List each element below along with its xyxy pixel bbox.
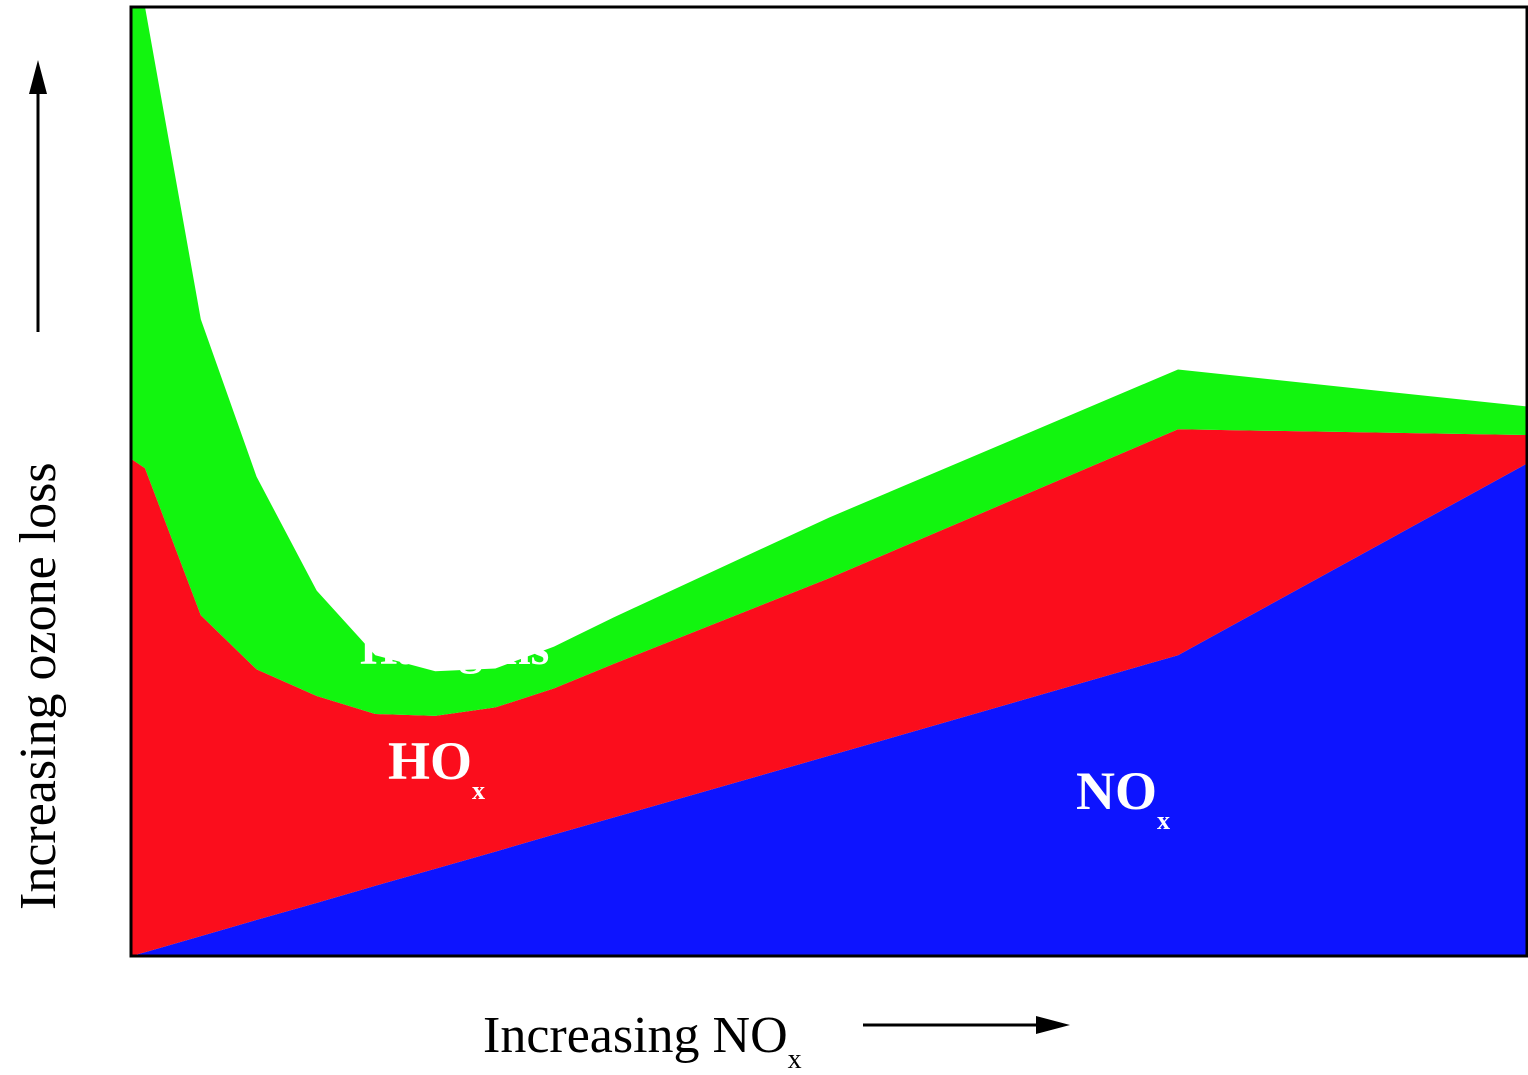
area-nox: [131, 463, 1527, 956]
plot-frame: [129, 5, 1528, 958]
area-halogens: [131, 7, 1527, 716]
series-label-nox: NOx: [1076, 761, 1170, 835]
area-hox: [131, 429, 1527, 956]
y-axis-label: Increasing ozone loss: [10, 462, 67, 910]
stacked-areas: [131, 7, 1527, 956]
y-axis-arrow: [29, 60, 47, 332]
x-axis-label: Increasing NOx: [483, 1007, 802, 1075]
series-label-hox: HOx: [388, 731, 485, 805]
series-label-halogens: Halogens: [360, 622, 549, 675]
x-axis-arrow: [863, 1016, 1070, 1034]
